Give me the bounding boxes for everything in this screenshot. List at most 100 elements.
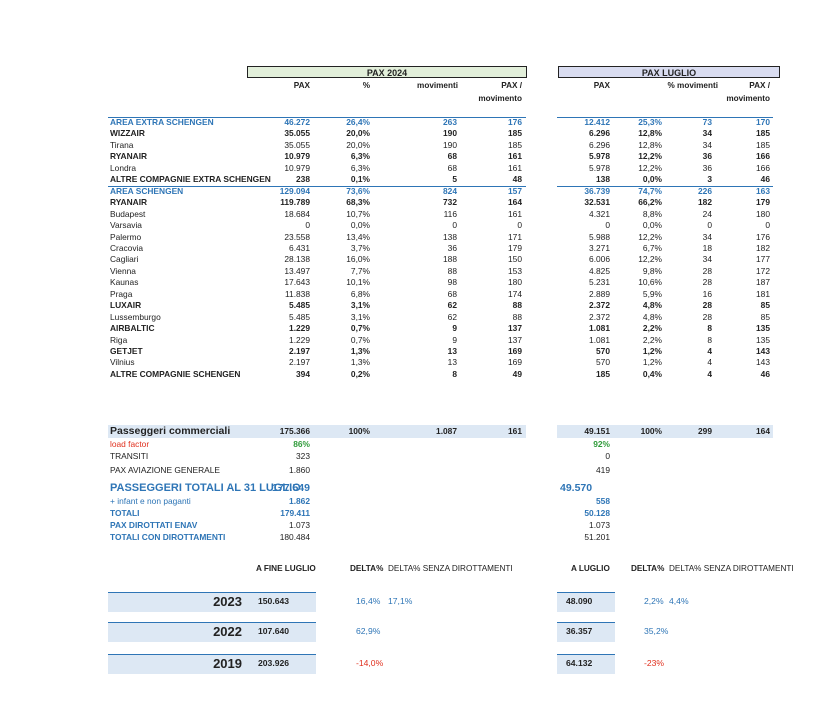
table-row: ALTRE COMPAGNIE EXTRA SCHENGEN 238 0,1% 5 48… bbox=[0, 174, 817, 185]
cell-pct: 3,1% bbox=[350, 300, 370, 311]
table-row: Kaunas 17.643 10,1% 98 180 5.231 10,6% 28 187 bbox=[0, 277, 817, 288]
cell-mov2: 4 bbox=[707, 368, 712, 379]
cell-pct: 0,0% bbox=[350, 220, 370, 231]
cell-pct: 3,1% bbox=[350, 311, 370, 322]
cell-pax2: 36.739 bbox=[584, 185, 610, 196]
col-paxmov-2: movimento bbox=[478, 94, 522, 103]
cell-pax: 394 bbox=[296, 368, 310, 379]
comparison-band bbox=[250, 654, 316, 674]
cell-pax: 10.979 bbox=[284, 151, 310, 162]
cell-pax2: 6.296 bbox=[589, 128, 610, 139]
transiti-label: TRANSITI bbox=[110, 451, 149, 461]
cell-paxmov2: 135 bbox=[756, 323, 770, 334]
table-row: Riga 1.229 0,7% 9 137 1.081 2,2% 8 135 bbox=[0, 335, 817, 346]
row-label: ALTRE COMPAGNIE SCHENGEN bbox=[110, 368, 241, 379]
area-rule bbox=[557, 185, 773, 187]
table-row: LUXAIR 5.485 3,1% 62 88 2.372 4,8% 28 85 bbox=[0, 300, 817, 311]
table-row: Londra 10.979 6,3% 68 161 5.978 12,2% 36 166 bbox=[0, 163, 817, 174]
cell-paxmov: 48 bbox=[512, 174, 522, 185]
cell-pax2: 1.081 bbox=[589, 334, 610, 345]
row-label: ALTRE COMPAGNIE EXTRA SCHENGEN bbox=[110, 174, 271, 185]
cell-pct2: 5,9% bbox=[642, 288, 662, 299]
cmp-head-delta-sd: DELTA% SENZA DIROTTAMENTI bbox=[388, 564, 513, 573]
cell-paxmov: 150 bbox=[508, 254, 522, 265]
totali-label: TOTALI bbox=[110, 508, 140, 518]
row-label: GETJET bbox=[110, 346, 143, 356]
cell-pct2: 66,2% bbox=[638, 197, 662, 208]
cell-paxmov2: 135 bbox=[756, 334, 770, 345]
comparison-delta: 16,4% bbox=[356, 596, 381, 606]
comparison-band bbox=[108, 654, 274, 674]
cell-pax2: 4.825 bbox=[589, 265, 610, 276]
cell-pct: 20,0% bbox=[346, 139, 370, 150]
col2-paxmov: PAX / bbox=[749, 81, 770, 90]
cell-paxmov: 88 bbox=[512, 300, 522, 311]
row-label: AREA EXTRA SCHENGEN bbox=[110, 117, 214, 127]
totali-a: 179.411 bbox=[280, 508, 310, 518]
cell-mov2: 28 bbox=[702, 265, 712, 276]
pax-luglio-header: PAX LUGLIO bbox=[558, 66, 780, 78]
cell-pax2: 6.006 bbox=[589, 254, 610, 265]
cell-pct: 20,0% bbox=[346, 128, 370, 139]
cell-mov2: 34 bbox=[702, 128, 712, 139]
dirottati-e: 1.073 bbox=[589, 520, 610, 530]
cell-pax2: 5.988 bbox=[589, 231, 610, 242]
cell-mov: 9 bbox=[452, 334, 457, 345]
row-label: Tirana bbox=[110, 139, 134, 150]
cmp-head-e: A LUGLIO bbox=[571, 564, 610, 573]
cell-mov2: 8 bbox=[707, 334, 712, 345]
table-row: Palermo 23.558 13,4% 138 171 5.988 12,2% 34 176 bbox=[0, 232, 817, 243]
cell-mov2: 4 bbox=[707, 346, 712, 356]
row-label: Kaunas bbox=[110, 277, 139, 288]
commercial-band bbox=[108, 425, 526, 438]
cell-pax: 1.229 bbox=[289, 323, 310, 334]
cell-pct: 3,7% bbox=[350, 242, 370, 253]
cell-mov2: 73 bbox=[702, 117, 712, 127]
cell-pct: 6,3% bbox=[350, 162, 370, 173]
table-row: Vilnius 2.197 1,3% 13 169 570 1,2% 4 143 bbox=[0, 357, 817, 368]
cell-paxmov: 137 bbox=[508, 334, 522, 345]
cell-pct: 73,6% bbox=[346, 185, 370, 196]
cell-paxmov2: 170 bbox=[756, 117, 770, 127]
cell-pax: 238 bbox=[296, 174, 310, 185]
cell-mov: 9 bbox=[452, 323, 457, 334]
cell-pax: 35.055 bbox=[284, 128, 310, 139]
cell-mov2: 8 bbox=[707, 323, 712, 334]
cell-pax: 28.138 bbox=[284, 254, 310, 265]
cell-paxmov2: 143 bbox=[756, 346, 770, 356]
comparison-delta-sd2: 4,4% bbox=[669, 596, 689, 606]
cell-mov: 190 bbox=[443, 139, 457, 150]
cell-pct: 0,7% bbox=[350, 334, 370, 345]
cell-pct2: 4,8% bbox=[642, 311, 662, 322]
cell-pax2: 5.978 bbox=[589, 151, 610, 162]
cell-paxmov: 161 bbox=[508, 151, 522, 162]
cell-pct2: 4,8% bbox=[642, 300, 662, 311]
totdir-row: TOTALI CON DIROTTAMENTI 180.484 51.201 bbox=[0, 532, 817, 543]
table-row: AIRBALTIC 1.229 0,7% 9 137 1.081 2,2% 8 135 bbox=[0, 323, 817, 334]
cell-pct2: 74,7% bbox=[638, 185, 662, 196]
totali31-row: PASSEGGERI TOTALI AL 31 LUGLIO 177.549 4… bbox=[0, 481, 817, 495]
cell-mov: 0 bbox=[452, 220, 457, 231]
cell-pct2: 0,0% bbox=[642, 220, 662, 231]
cell-pax2: 1.081 bbox=[589, 323, 610, 334]
cell-paxmov2: 185 bbox=[756, 128, 770, 139]
table-row: GETJET 2.197 1,3% 13 169 570 1,2% 4 143 bbox=[0, 346, 817, 357]
cell-pax2: 3.271 bbox=[589, 242, 610, 253]
cell-mov2: 28 bbox=[702, 277, 712, 288]
row-label: Vienna bbox=[110, 265, 136, 276]
cell-paxmov: 169 bbox=[508, 357, 522, 368]
cell-mov2: 36 bbox=[702, 151, 712, 162]
table-row: AREA EXTRA SCHENGEN 46.272 26,4% 263 176 12.4… bbox=[0, 117, 817, 128]
commercial-paxmov2: 164 bbox=[756, 426, 770, 436]
cell-pax2: 2.372 bbox=[589, 311, 610, 322]
cell-paxmov2: 187 bbox=[756, 277, 770, 288]
cell-pct2: 12,2% bbox=[638, 151, 662, 162]
cell-paxmov: 88 bbox=[512, 311, 522, 322]
cell-mov: 36 bbox=[447, 242, 457, 253]
cell-paxmov: 185 bbox=[508, 139, 522, 150]
commercial-pax2: 49.151 bbox=[584, 426, 610, 436]
infant-a: 1.862 bbox=[289, 496, 310, 506]
cell-mov2: 226 bbox=[698, 185, 712, 196]
cell-paxmov2: 166 bbox=[756, 162, 770, 173]
cell-paxmov: 180 bbox=[508, 277, 522, 288]
